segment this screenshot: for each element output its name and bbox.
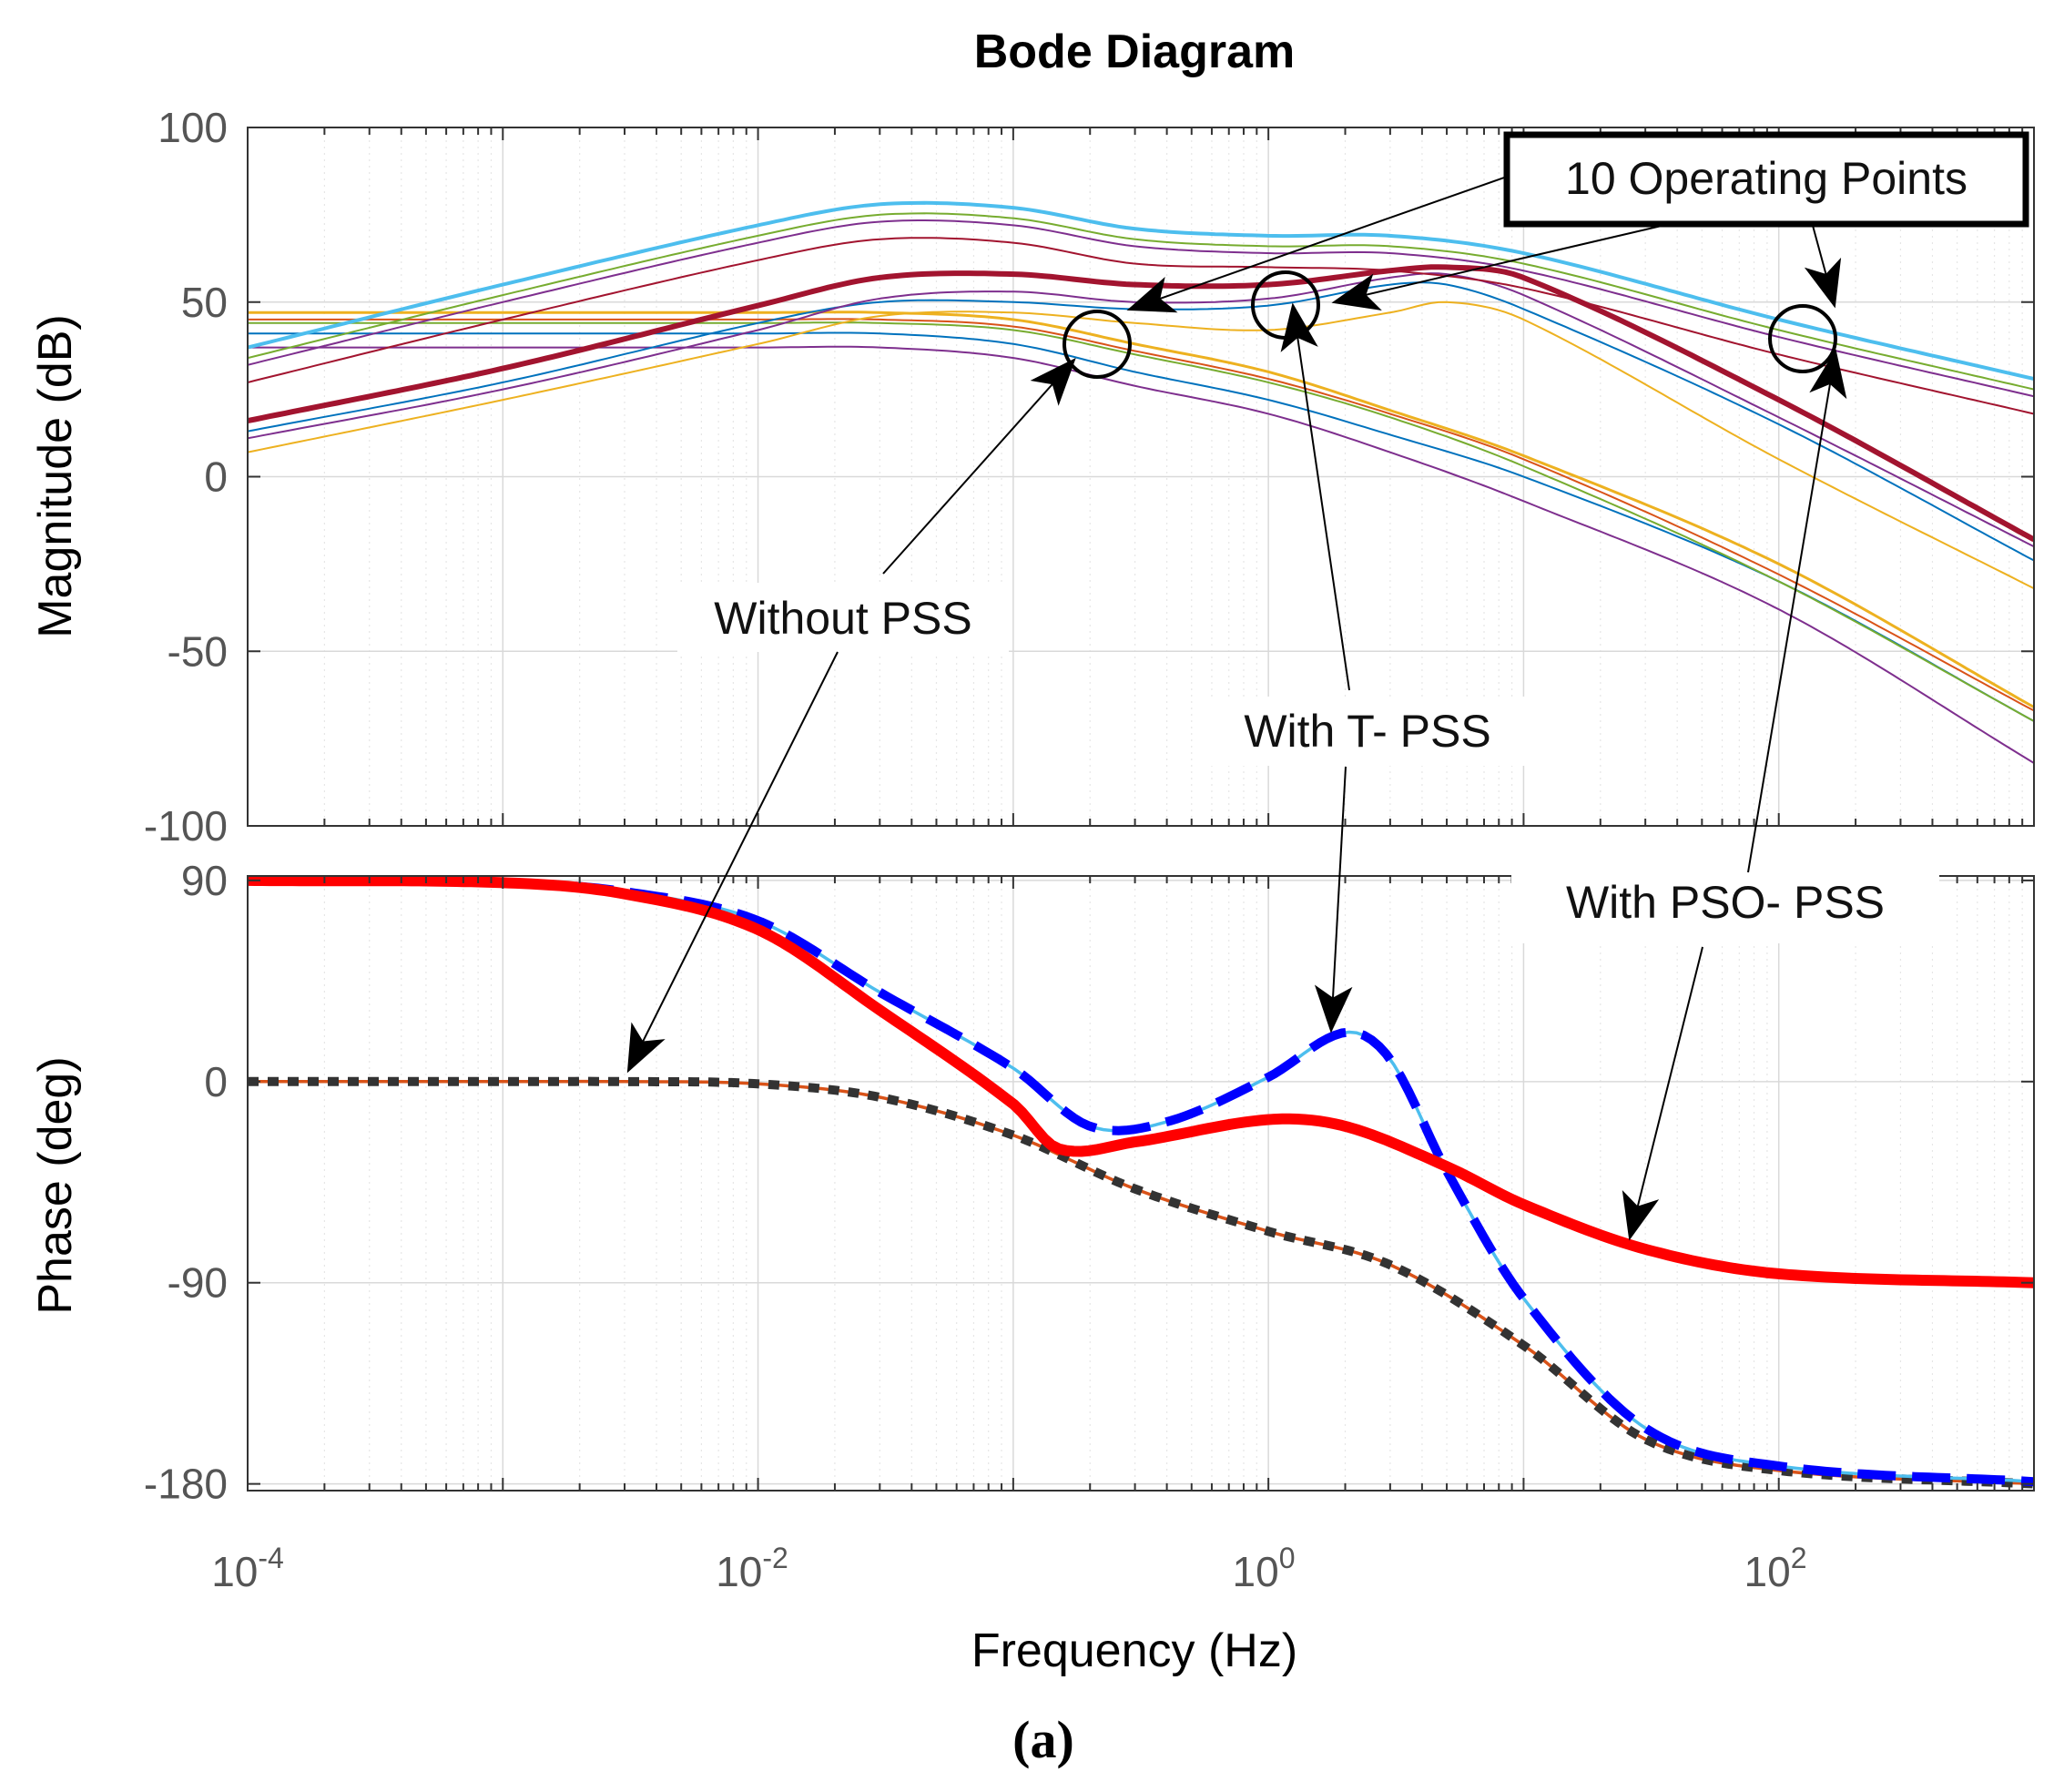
op-circle-without-pss (1063, 310, 1132, 379)
magnitude-axes: 100 50 0 -50 -100 Magnitude (dB) (29, 104, 2035, 850)
arrow-ops-to-tpss (1331, 221, 1678, 311)
x-tick-label-1e-2: 10-2 (716, 1542, 788, 1595)
magnitude-y-tick-label: 0 (204, 453, 228, 501)
magnitude-curve-without-pss-op1 (248, 331, 2034, 722)
operating-points-box (1503, 131, 2029, 228)
chart-title: Bode Diagram (974, 25, 1296, 78)
figure-caption: (a) (1012, 1710, 1074, 1769)
magnitude-curve-without-pss-op3 (248, 311, 2034, 708)
magnitude-curve-without-pss-op5 (248, 321, 2034, 722)
with-tpss-label: With T- PSS (1244, 706, 1490, 757)
magnitude-ticks: 100 50 0 -50 -100 (144, 104, 2035, 850)
with-psopss-label: With PSO- PSS (1566, 877, 1885, 928)
phase-frame (247, 875, 2035, 1492)
magnitude-curve-with-pso-pss-op2 (248, 212, 2034, 391)
phase-y-tick-label: -180 (144, 1461, 228, 1508)
arrow-tpss-to-phase (1314, 766, 1353, 1033)
x-tick-label-1e-4: 10-4 (211, 1542, 284, 1595)
x-tick-labels: 10-4 10-2 100 102 (211, 1542, 1806, 1595)
phase-ticks: 90 0 -90 -180 (144, 857, 2035, 1508)
magnitude-y-tick-label: -50 (168, 627, 228, 675)
phase-plot-area (248, 876, 2034, 1491)
magnitude-curve-with-pso-pss-op1 (248, 200, 2034, 382)
magnitude-y-tick-label: 100 (158, 104, 228, 151)
arrow-ops-to-without (1126, 176, 1508, 313)
magnitude-curve-with-pso-pss-op4 (248, 237, 2034, 415)
operating-points-label: 10 Operating Points (1565, 153, 1968, 204)
arrow-psopss-to-mag (1747, 349, 1847, 873)
phase-y-tick-label: 90 (181, 857, 228, 904)
phase-axes: 90 0 -90 -180 Phase (deg) (29, 857, 2035, 1508)
op-circle-psopss (1768, 304, 1837, 373)
x-axis-label: Frequency (Hz) (971, 1624, 1297, 1677)
arrow-psopss-to-phase (1622, 946, 1703, 1241)
phase-y-tick-label: -90 (168, 1259, 228, 1307)
phase-curves (248, 876, 2034, 1489)
annotations: 10 Operating Points Without PSS With T- … (626, 131, 2029, 1241)
magnitude-curve-without-pss-op4 (248, 345, 2034, 764)
magnitude-curves (248, 200, 2034, 764)
arrow-without-to-mag (882, 358, 1076, 575)
with-psopss-label-bg (1511, 874, 1939, 943)
arrow-without-to-phase (626, 651, 839, 1074)
phase-curve-with-pso-pss (248, 876, 2034, 1288)
magnitude-curve-with-t-pss-op2 (248, 300, 2034, 590)
arrow-ops-to-psopss (1804, 221, 1842, 309)
x-tick-label-1e2: 102 (1744, 1542, 1807, 1595)
arrow-tpss-to-mag (1280, 302, 1350, 691)
magnitude-ylabel: Magnitude (dB) (29, 314, 82, 638)
magnitude-y-tick-label: -100 (144, 802, 228, 850)
without-pss-label-bg (677, 583, 1009, 652)
phase-y-tick-label: 0 (204, 1058, 228, 1105)
magnitude-y-tick-label: 50 (181, 279, 228, 326)
without-pss-label: Without PSS (714, 593, 971, 644)
magnitude-curve-without-pss-op2 (248, 318, 2034, 712)
phase-ylabel: Phase (deg) (29, 1056, 82, 1314)
phase-curve-without-pss (248, 1076, 2034, 1489)
x-tick-label-1e0: 100 (1233, 1542, 1296, 1595)
magnitude-curve-with-pso-pss-op3 (248, 219, 2034, 398)
with-tpss-label-bg (1204, 697, 1531, 766)
